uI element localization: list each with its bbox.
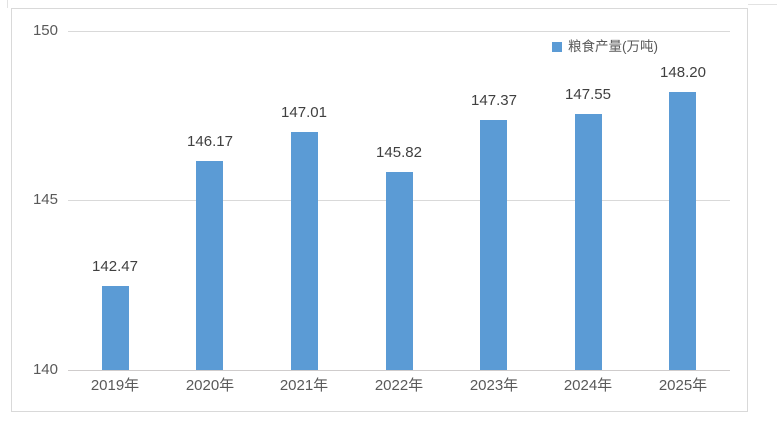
bar-2025年 [669,92,696,370]
x-axis-tick-label: 2025年 [658,377,708,394]
bar-2022年 [386,172,413,370]
data-label: 147.37 [471,92,517,109]
chart-area-border [11,8,748,412]
data-label: 148.20 [660,64,706,81]
y-axis-tick-label: 145 [32,191,58,209]
major-gridline [68,31,730,32]
y-axis-tick-label: 150 [32,21,58,39]
legend-color-swatch-icon [552,42,562,52]
x-axis-line [68,370,730,371]
x-axis-tick-label: 2023年 [469,377,519,394]
data-label: 147.55 [565,86,611,103]
x-axis-tick-label: 2021年 [279,377,329,394]
x-axis-tick-label: 2020年 [185,377,235,394]
spreadsheet-gridline-vertical [7,0,8,8]
bar-2024年 [575,114,602,370]
legend: 粮食产量(万吨) [552,38,658,56]
x-axis-tick-label: 2024年 [563,377,613,394]
spreadsheet-gridline-horizontal [748,4,777,5]
data-label: 145.82 [376,144,422,161]
data-label: 146.17 [187,133,233,150]
data-label: 147.01 [281,104,327,121]
bar-2020年 [196,161,223,370]
bar-2019年 [102,286,129,370]
x-axis-tick-label: 2019年 [90,377,140,394]
x-axis-tick-label: 2022年 [374,377,424,394]
legend-label: 粮食产量(万吨) [568,39,658,54]
y-axis-tick-label: 140 [32,361,58,378]
bar-2023年 [480,120,507,370]
data-label: 142.47 [92,258,138,275]
bar-2021年 [291,132,318,370]
